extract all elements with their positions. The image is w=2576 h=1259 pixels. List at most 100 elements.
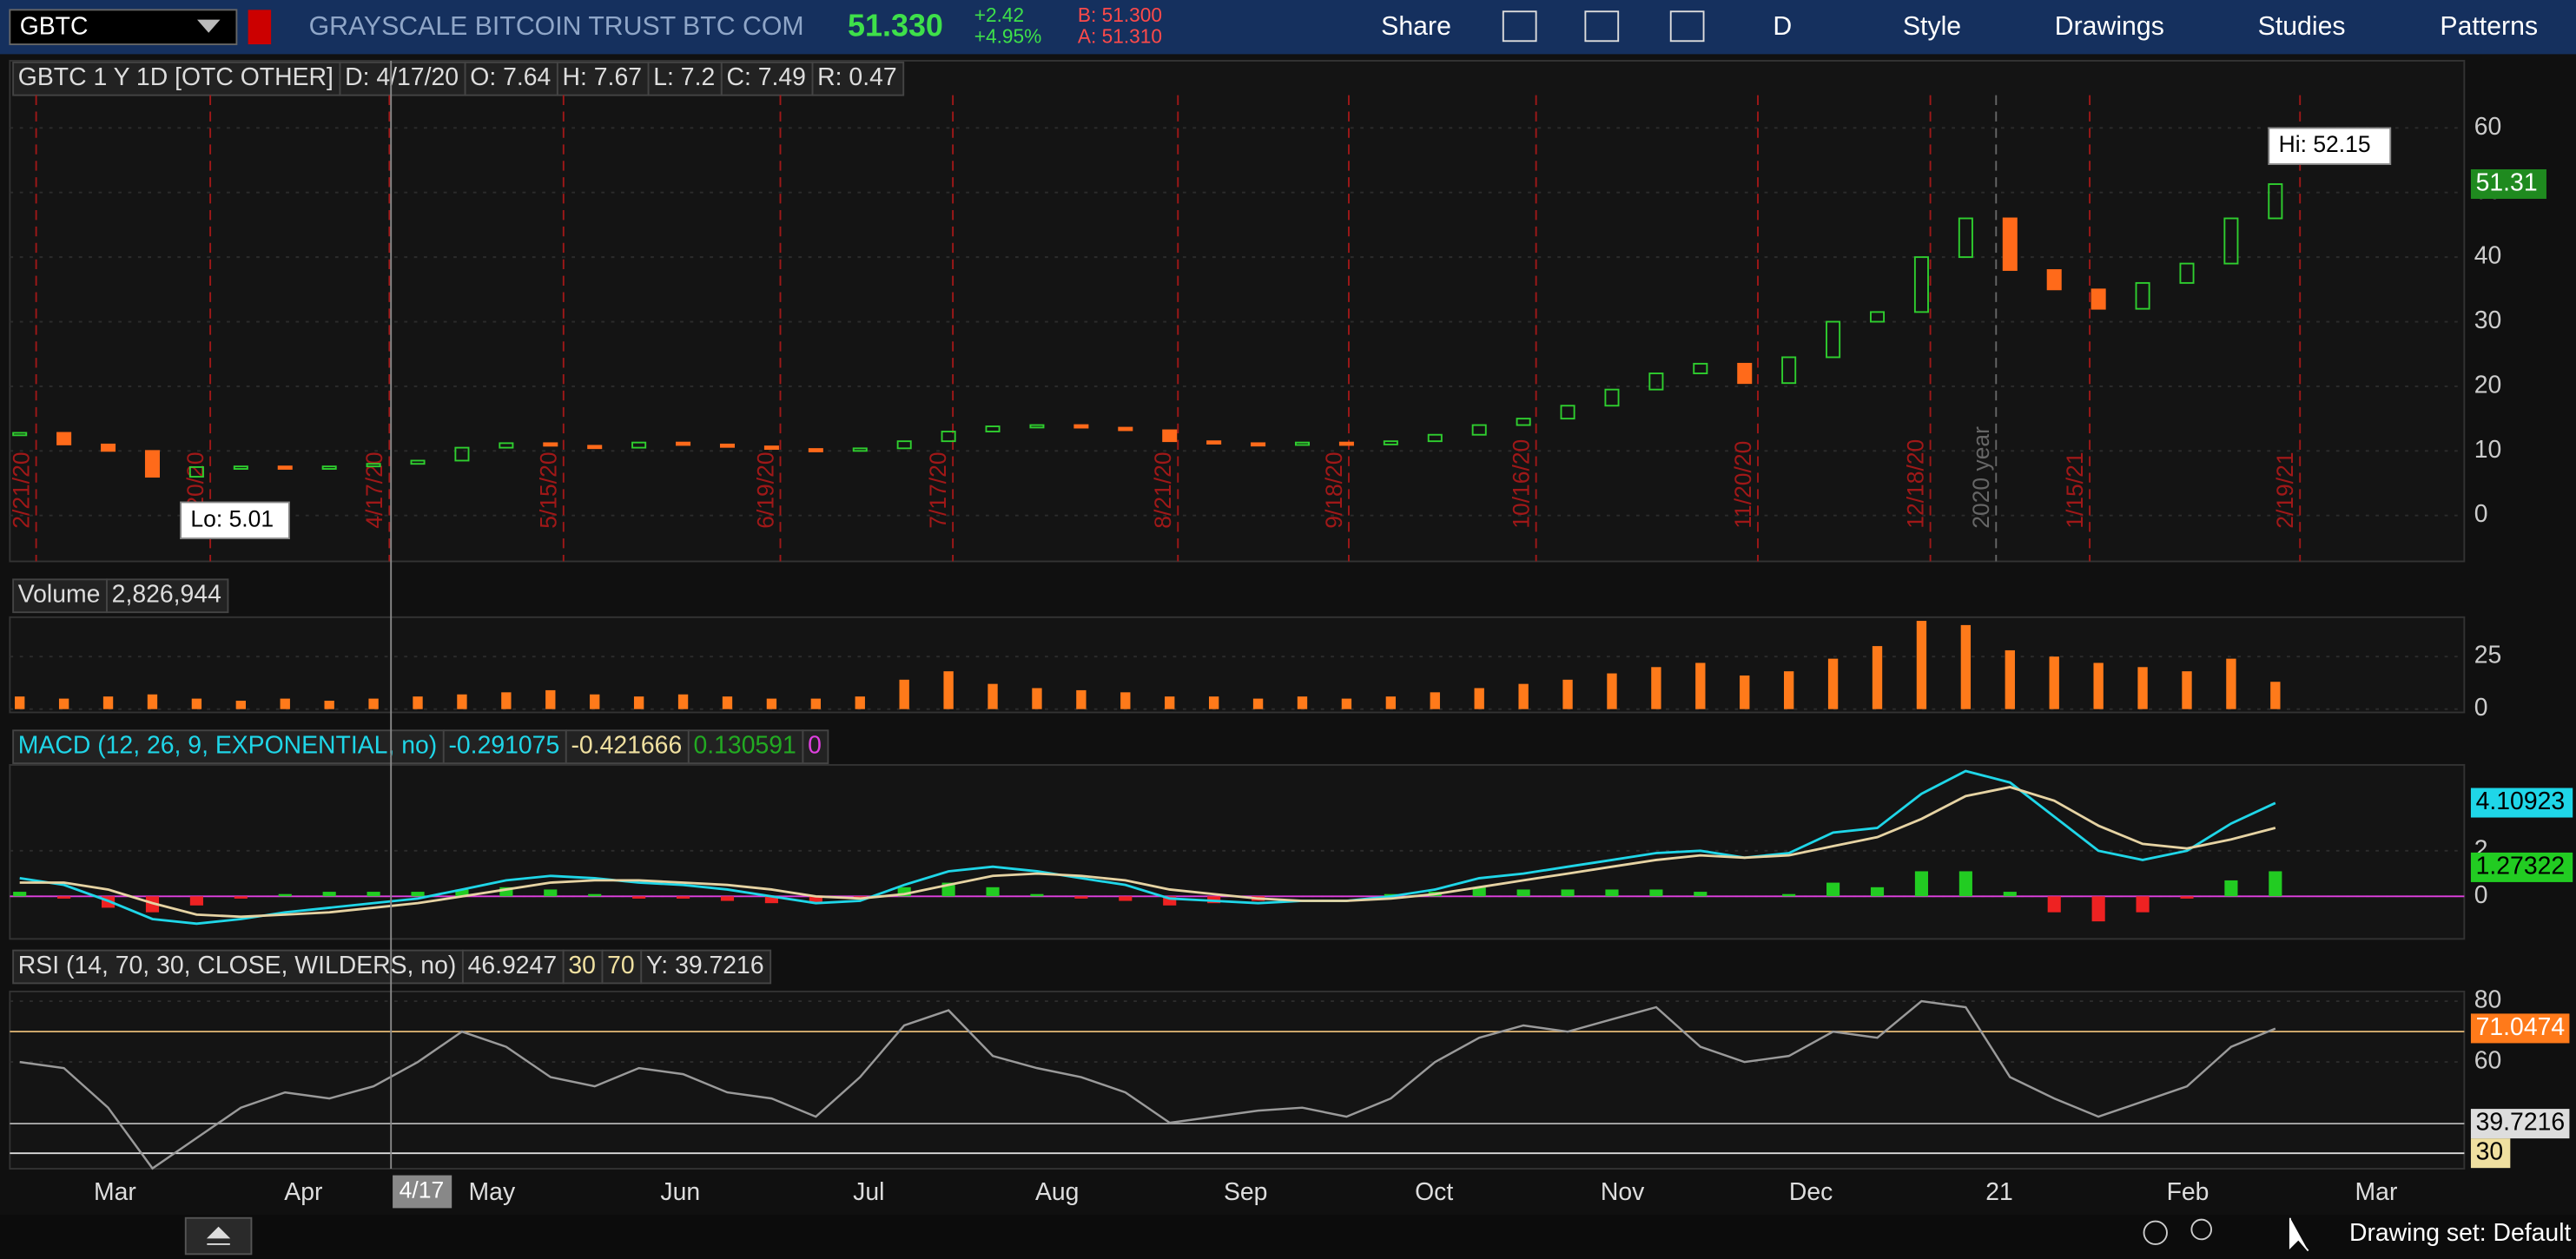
- date-marker: 2020 year: [1968, 426, 1994, 529]
- histogram-bar: [1826, 882, 1840, 897]
- zoom-tool[interactable]: [2190, 1218, 2213, 1241]
- last-value-box: [2470, 852, 2573, 882]
- volume-bar: [413, 696, 423, 709]
- volume-bar: [15, 696, 25, 709]
- candle: [188, 465, 204, 478]
- header-box: [640, 949, 772, 985]
- pointer-tool[interactable]: [2289, 1217, 2309, 1252]
- x-tick-label: Oct: [1415, 1178, 1453, 1206]
- volume-bar: [1430, 692, 1440, 709]
- volume-bar: [2182, 671, 2192, 709]
- volume-bar: [677, 694, 689, 709]
- candle: [1294, 441, 1311, 446]
- candle: [499, 442, 514, 449]
- histogram-bar: [322, 892, 336, 897]
- toolbar-button-label: Studies: [2258, 12, 2346, 41]
- date-marker: 2/21/20: [8, 452, 34, 528]
- header-text: O: 7.64: [470, 63, 551, 91]
- volume-bar: [855, 696, 865, 709]
- alert-icon[interactable]: [248, 10, 272, 45]
- candle: [852, 447, 868, 452]
- x-tick-label: Feb: [2167, 1178, 2209, 1206]
- volume-bar: [1385, 696, 1397, 709]
- drawing-set[interactable]: Drawing set: Default: [2349, 1219, 2572, 1247]
- symbol[interactable]: GBTC: [20, 13, 89, 41]
- histogram-bar: [1605, 889, 1619, 897]
- histogram-bar: [2269, 871, 2282, 897]
- header-text: D: 4/17/20: [345, 63, 459, 91]
- date-marker: 12/18/20: [1902, 439, 1928, 529]
- candle: [2268, 183, 2283, 220]
- y-tick-label: 0: [2474, 881, 2488, 909]
- candle: [676, 441, 691, 446]
- candle: [1029, 424, 1045, 429]
- rsi-value-label: 30: [2476, 1138, 2504, 1166]
- volume-bar: [943, 671, 954, 709]
- x-tick-label: Jul: [853, 1178, 884, 1206]
- volume-bar: [2005, 649, 2015, 709]
- candle: [1251, 442, 1266, 447]
- volume-bar: [457, 694, 467, 709]
- histogram-bar: [809, 896, 822, 904]
- flask-icon[interactable]: [1584, 10, 1620, 43]
- histogram-bar: [1119, 896, 1133, 901]
- share-icon[interactable]: [1502, 10, 1537, 43]
- candle: [2135, 281, 2150, 310]
- header-box: [802, 729, 829, 765]
- date-marker: 7/17/20: [925, 452, 951, 528]
- rsi-value-label: 39.7216: [2476, 1109, 2566, 1137]
- date-marker: 2/19/21: [2272, 452, 2298, 528]
- hi-label: Hi: 52.15: [2279, 131, 2371, 157]
- macd-line: [19, 769, 2276, 926]
- histogram-bar: [13, 892, 27, 897]
- histogram-bar: [189, 896, 203, 906]
- symbol-box[interactable]: [9, 9, 238, 45]
- crosshair-tool[interactable]: [2143, 1220, 2168, 1245]
- toolbar-button[interactable]: [1697, 5, 1763, 49]
- histogram-bar: [1163, 896, 1177, 906]
- histogram-bar: [2224, 880, 2238, 897]
- header-text: RSI (14, 70, 30, CLOSE, WILDERS, no): [18, 952, 457, 979]
- histogram-bar: [764, 896, 778, 904]
- y-tick-label: 0: [2474, 694, 2488, 722]
- volume-bar: [545, 689, 556, 709]
- histogram-bar: [278, 893, 292, 897]
- volume-bar: [1518, 683, 1529, 709]
- volume-bar: [1165, 696, 1175, 709]
- volume-bar: [1297, 696, 1308, 709]
- candle: [1560, 405, 1575, 420]
- last-value-label: 1.27322: [2476, 852, 2566, 880]
- volume-bar: [1120, 692, 1131, 709]
- candle: [719, 443, 736, 448]
- header-box: [339, 61, 466, 96]
- histogram-bar: [411, 892, 425, 897]
- y-tick-label: 20: [2474, 371, 2502, 399]
- histogram-bar: [1561, 889, 1575, 897]
- volume-bar: [324, 701, 334, 709]
- candle: [2223, 217, 2239, 265]
- header-text: 0: [808, 732, 822, 760]
- y-tick-label: 30: [2474, 307, 2502, 334]
- candle: [144, 450, 160, 478]
- candle: [1826, 320, 1841, 359]
- histogram-bar: [1870, 887, 1885, 897]
- settings-icon[interactable]: [1669, 10, 1705, 43]
- histogram-bar: [499, 887, 513, 897]
- candle: [2002, 217, 2018, 271]
- volume-bar: [1032, 688, 1042, 709]
- volume-bar: [2270, 682, 2281, 709]
- macd-line: [19, 786, 2276, 919]
- date-marker: 6/19/20: [752, 452, 778, 528]
- candle: [896, 440, 912, 450]
- date-marker: 4/17/20: [361, 452, 387, 528]
- candle: [1781, 356, 1797, 385]
- crosshair-date: 4/17: [400, 1177, 445, 1203]
- symbol-dropdown[interactable]: [196, 19, 221, 33]
- net-change: +2.42: [974, 3, 1024, 26]
- ask: A: 51.310: [1078, 24, 1162, 47]
- panel: [9, 60, 2466, 563]
- volume-bar: [899, 679, 909, 709]
- candle: [2179, 262, 2195, 284]
